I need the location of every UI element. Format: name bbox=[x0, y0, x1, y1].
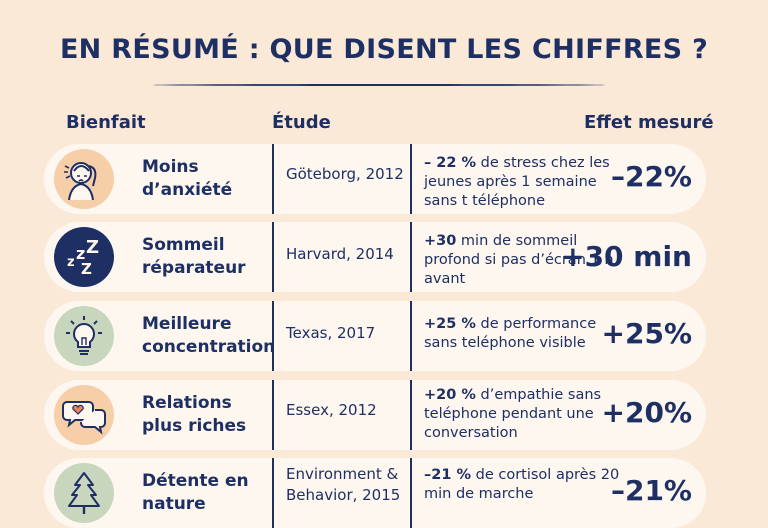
detail-highlight: +30 bbox=[424, 233, 457, 249]
svg-text:Z: Z bbox=[86, 237, 99, 258]
column-divider bbox=[272, 144, 274, 214]
effect-value: +30 min bbox=[561, 240, 692, 273]
table-row: Moins d’anxiété Göteborg, 2012 – 22 % de… bbox=[44, 144, 706, 214]
table-row: z z Z Z Sommeil réparateur Harvard, 2014… bbox=[44, 222, 706, 292]
benefit-label: Détente en nature bbox=[142, 471, 249, 514]
table-row: Relations plus riches Essex, 2012 +20 % … bbox=[44, 380, 706, 450]
column-divider bbox=[410, 222, 412, 292]
effect-detail: +25 % de performance sans teléphone visi… bbox=[424, 315, 629, 353]
lightbulb-icon bbox=[66, 316, 102, 355]
effect-detail: –21 % de cortisol après 20 min de marche bbox=[424, 466, 629, 504]
speech-bubbles-heart-icon bbox=[62, 401, 106, 435]
row-icon-circle bbox=[54, 306, 114, 366]
pine-tree-icon bbox=[68, 472, 100, 514]
header-study: Étude bbox=[272, 112, 331, 133]
study-label: Harvard, 2014 bbox=[286, 245, 394, 263]
study-label: Göteborg, 2012 bbox=[286, 165, 404, 183]
benefit-label: Moins d’anxiété bbox=[142, 157, 233, 200]
table-row: Meilleure concentration Texas, 2017 +25 … bbox=[44, 301, 706, 371]
header-effect: Effet mesuré bbox=[584, 112, 714, 133]
column-divider bbox=[410, 458, 412, 528]
table-row: Détente en nature Environment & Behavior… bbox=[44, 458, 706, 528]
column-divider bbox=[410, 144, 412, 214]
column-divider bbox=[272, 301, 274, 371]
detail-text: de cortisol après 20 min de marche bbox=[424, 467, 620, 502]
column-divider bbox=[272, 222, 274, 292]
row-icon-circle: z z Z Z bbox=[54, 227, 114, 287]
detail-text: de performance sans teléphone visible bbox=[424, 316, 597, 351]
column-divider bbox=[410, 380, 412, 450]
svg-text:z: z bbox=[76, 244, 85, 263]
column-divider bbox=[272, 380, 274, 450]
detail-text: d’empathie sans teléphone pendant une co… bbox=[424, 387, 602, 441]
effect-detail: – 22 % de stress chez les jeunes après 1… bbox=[424, 154, 629, 211]
effect-detail: +30 min de sommeil profond si pas d’écra… bbox=[424, 232, 629, 289]
effect-value: +25% bbox=[601, 317, 692, 350]
column-divider bbox=[272, 458, 274, 528]
detail-highlight: – 22 % bbox=[424, 155, 477, 171]
benefit-label: Relations plus riches bbox=[142, 393, 247, 436]
detail-highlight: +25 % bbox=[424, 316, 476, 332]
svg-text:Z: Z bbox=[81, 260, 92, 278]
detail-highlight: +20 % bbox=[424, 387, 476, 403]
effect-detail: +20 % d’empathie sans teléphone pendant … bbox=[424, 386, 629, 443]
row-icon-circle bbox=[54, 463, 114, 523]
detail-text: de stress chez les jeunes après 1 semain… bbox=[424, 155, 610, 209]
effect-value: –22% bbox=[610, 160, 692, 193]
title-underline bbox=[153, 84, 605, 86]
svg-text:z: z bbox=[67, 255, 75, 270]
header-benefit: Bienfait bbox=[66, 112, 146, 133]
row-icon-circle bbox=[54, 385, 114, 445]
row-icon-circle bbox=[54, 149, 114, 209]
study-label: Texas, 2017 bbox=[286, 324, 376, 342]
column-divider bbox=[410, 301, 412, 371]
detail-text: min de sommeil profond si pas d’écran 1 … bbox=[424, 233, 614, 287]
benefit-label: Sommeil réparateur bbox=[142, 235, 246, 278]
stressed-person-icon bbox=[64, 162, 97, 201]
sleep-zzz-icon: z z Z Z bbox=[67, 237, 99, 278]
study-label: Environment & Behavior, 2015 bbox=[286, 465, 401, 504]
detail-highlight: –21 % bbox=[424, 467, 472, 483]
benefit-label: Meilleure concentration bbox=[142, 314, 276, 357]
effect-value: –21% bbox=[610, 474, 692, 507]
effect-value: +20% bbox=[601, 396, 692, 429]
study-label: Essex, 2012 bbox=[286, 401, 377, 419]
page-title: EN RÉSUMÉ : QUE DISENT LES CHIFFRES ? bbox=[59, 34, 709, 65]
